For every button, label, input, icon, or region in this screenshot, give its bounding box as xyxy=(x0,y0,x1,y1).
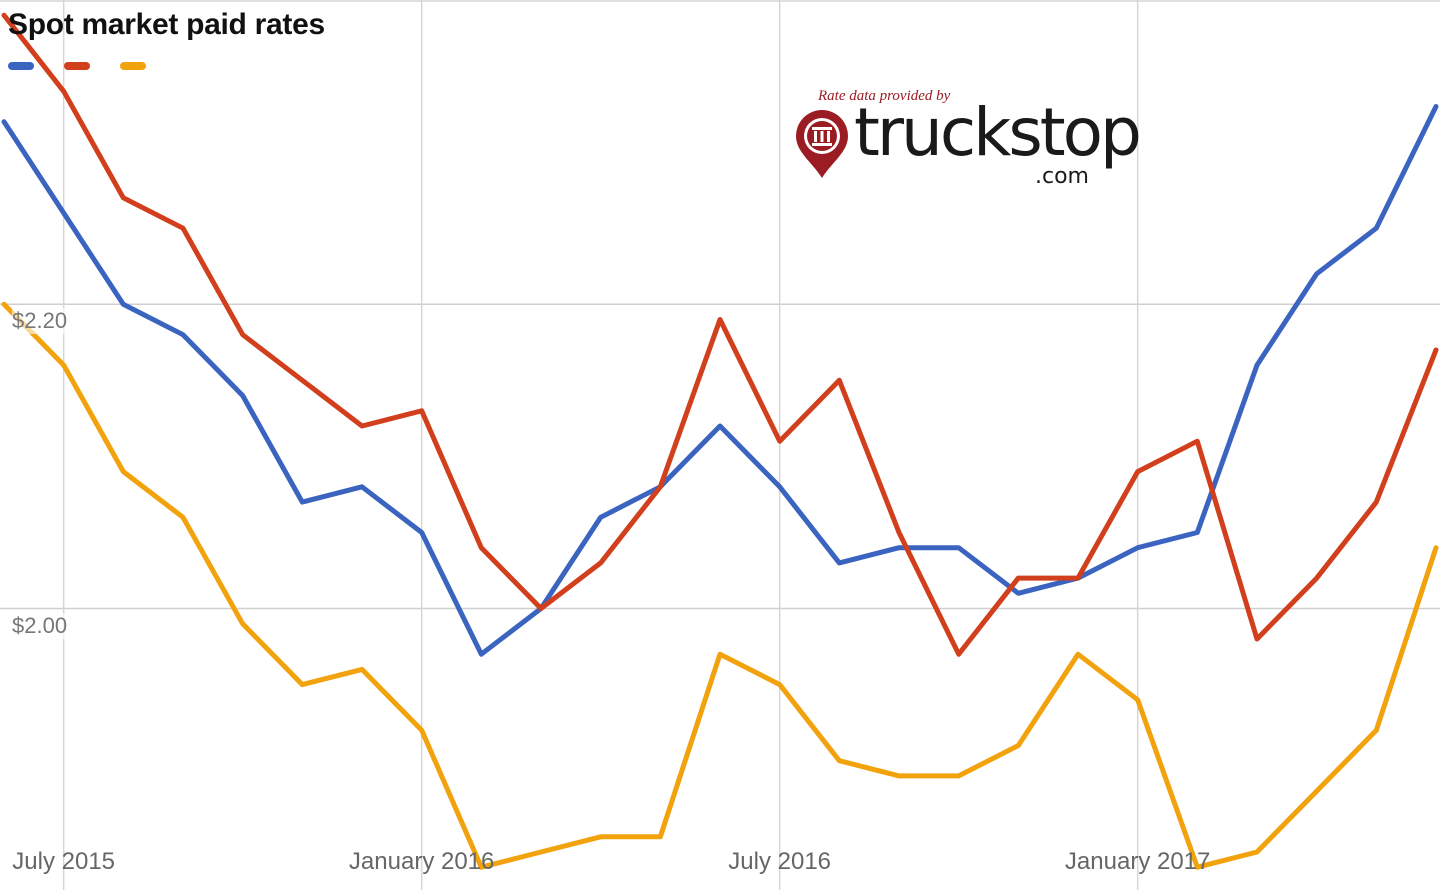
logo-suffix: .com xyxy=(1035,164,1089,189)
x-tick-label: July 2016 xyxy=(728,848,832,875)
series-lines xyxy=(1,12,1439,870)
legend-swatch-2 xyxy=(120,62,146,70)
chart-title: Spot market paid rates xyxy=(8,8,325,41)
legend-swatch-0 xyxy=(8,62,34,70)
x-tick-label: January 2016 xyxy=(348,848,495,875)
x-tick-label: January 2017 xyxy=(1064,848,1211,875)
logo-wordmark: truckstop xyxy=(854,94,1142,171)
truckstop-logo: Rate data provided by truckstop .com xyxy=(790,88,1150,198)
series-line-1 xyxy=(1,12,1439,657)
series-line-0 xyxy=(1,104,1439,657)
series-line-2 xyxy=(1,301,1439,870)
y-tick-label: $2.20 xyxy=(12,308,68,335)
x-tick-label: July 2015 xyxy=(12,848,116,875)
y-tick-label: $2.00 xyxy=(12,612,68,639)
legend-swatch-1 xyxy=(64,62,90,70)
logo-caption: Rate data provided by xyxy=(818,88,951,104)
map-pin-icon xyxy=(796,110,848,178)
